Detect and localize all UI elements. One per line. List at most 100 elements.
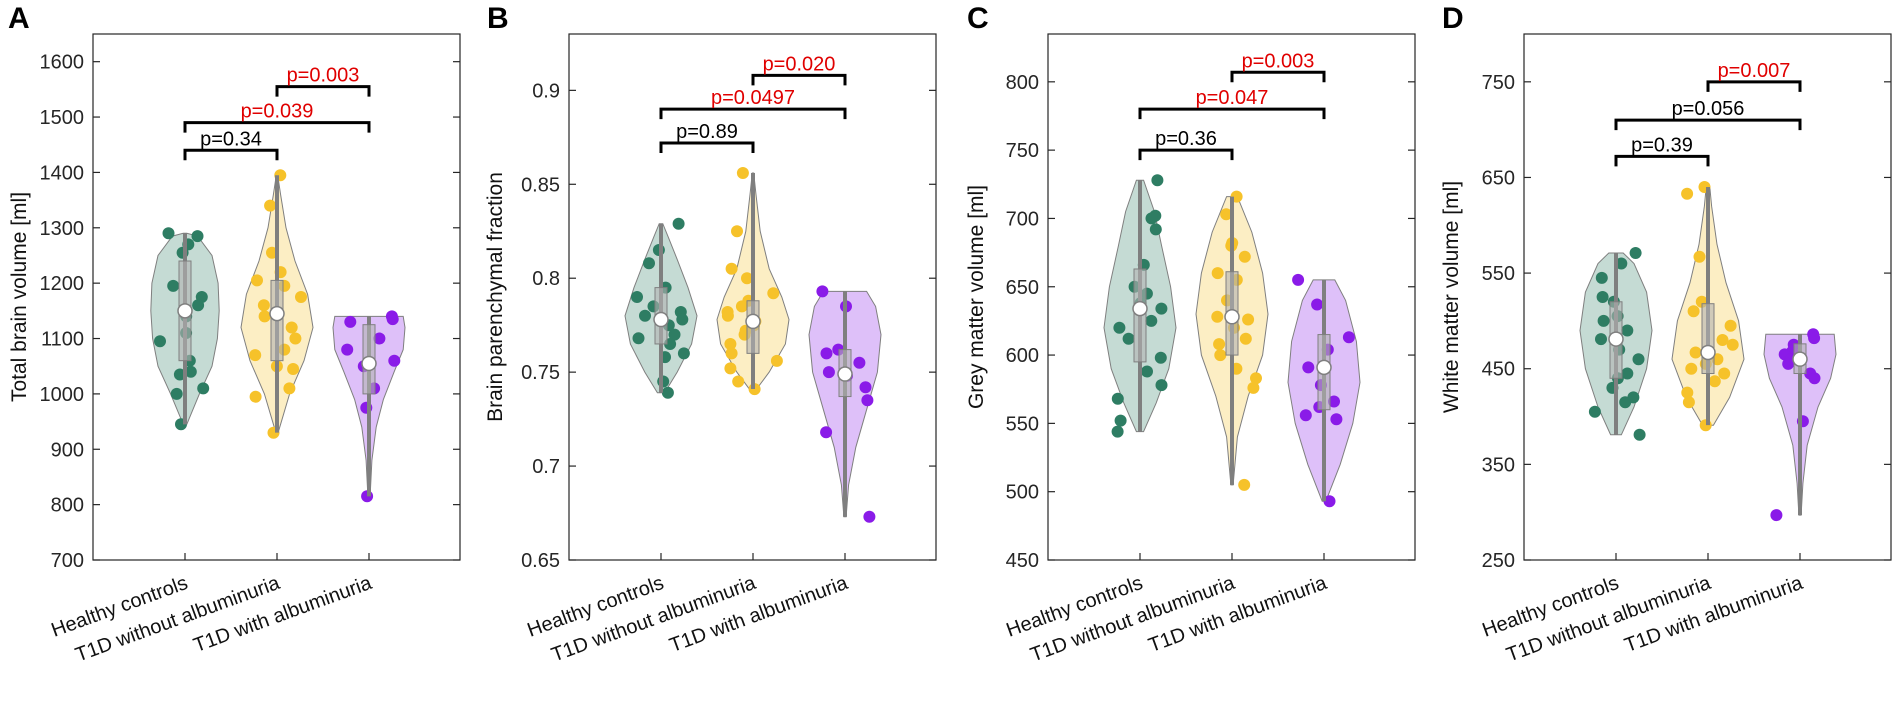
data-point xyxy=(1681,187,1694,200)
data-point xyxy=(1151,174,1164,187)
data-point xyxy=(1615,257,1628,270)
bracket-line xyxy=(1138,148,1234,161)
data-point xyxy=(191,230,204,243)
panel-a: A 700 800 900 1000 1100 1200 1300 1400 1500 1600 To… xyxy=(8,2,461,666)
median-marker xyxy=(177,303,193,319)
data-point xyxy=(1214,349,1227,362)
median-marker xyxy=(1224,309,1240,325)
comparison-bracket: p=0.039 xyxy=(183,101,371,133)
median-marker xyxy=(1316,359,1332,376)
bracket-line xyxy=(1706,80,1802,92)
data-point xyxy=(631,291,643,303)
y-tick-label: 450 xyxy=(1006,550,1039,572)
comparison-bracket: p=0.020 xyxy=(751,53,847,86)
comparison-bracket: p=0.003 xyxy=(1230,50,1326,83)
y-tick-label: 550 xyxy=(1006,413,1039,435)
comparison-bracket: p=0.056 xyxy=(1614,98,1802,131)
data-point xyxy=(388,354,401,367)
data-point xyxy=(639,309,651,322)
data-point xyxy=(251,274,263,287)
p-value-label: p=0.020 xyxy=(763,53,836,75)
y-tick-label: 650 xyxy=(1006,277,1039,299)
data-point xyxy=(289,332,302,345)
panel-letter: B xyxy=(487,2,509,35)
data-point xyxy=(1239,332,1252,345)
p-value-label: p=0.39 xyxy=(1631,134,1693,156)
data-point xyxy=(1619,396,1632,409)
data-point xyxy=(1311,298,1324,311)
panel-c: C 450 500 550 600 650 700 750 800 Grey matter vol… xyxy=(965,2,1416,666)
y-axis-label: Grey matter volume [ml] xyxy=(965,185,988,409)
data-point xyxy=(154,335,166,348)
panel-b: B 0.65 0.7 0.75 0.8 0.85 0.9 Brain parenchymal … xyxy=(484,2,937,666)
data-point xyxy=(816,285,829,298)
data-point xyxy=(1122,332,1135,345)
y-axis-label: Brain parenchymal fraction xyxy=(484,172,507,422)
data-point xyxy=(1211,310,1224,323)
data-point xyxy=(820,426,833,439)
bracket-line xyxy=(1230,70,1326,83)
data-point xyxy=(197,382,210,395)
y-tick-label: 0.9 xyxy=(532,80,560,102)
data-point xyxy=(1299,409,1312,422)
data-point xyxy=(184,365,197,378)
data-point xyxy=(341,343,354,356)
data-point xyxy=(1629,247,1642,259)
data-point xyxy=(1633,428,1646,441)
data-point xyxy=(295,291,307,303)
comparison-bracket: p=0.36 xyxy=(1138,128,1234,161)
data-point xyxy=(1155,302,1168,315)
data-point xyxy=(668,328,681,341)
y-tick-label: 350 xyxy=(1482,454,1515,476)
y-tick-label: 700 xyxy=(51,550,84,572)
bracket-line xyxy=(1614,154,1710,167)
data-point xyxy=(170,387,183,400)
data-point xyxy=(735,300,748,313)
bracket-line xyxy=(183,121,371,133)
data-point xyxy=(1716,334,1729,346)
p-value-label: p=0.0497 xyxy=(711,87,795,109)
bracket-line xyxy=(183,148,279,161)
data-point xyxy=(1238,250,1251,263)
y-tick-label: 800 xyxy=(1006,72,1039,94)
data-point xyxy=(861,394,874,407)
data-point xyxy=(1141,365,1153,378)
data-point xyxy=(672,217,685,230)
data-point xyxy=(1323,495,1336,508)
y-tick-label: 500 xyxy=(1006,482,1039,504)
data-point xyxy=(652,244,665,256)
y-tick-label: 550 xyxy=(1482,263,1515,285)
data-point xyxy=(1149,223,1162,236)
data-point xyxy=(1145,212,1158,225)
data-point xyxy=(283,382,296,395)
data-point xyxy=(676,313,689,326)
iqr-box xyxy=(1701,303,1715,375)
data-point xyxy=(1111,425,1124,438)
bracket-line xyxy=(1614,118,1802,131)
y-tick-label: 800 xyxy=(51,495,84,517)
data-point xyxy=(192,299,205,312)
data-point xyxy=(162,227,175,240)
y-tick-label: 1100 xyxy=(41,329,84,351)
data-point xyxy=(1247,381,1260,394)
data-point xyxy=(1689,346,1702,359)
data-point xyxy=(173,368,186,381)
data-point xyxy=(287,363,300,375)
data-point xyxy=(1770,509,1783,522)
median-marker xyxy=(653,311,669,328)
data-point xyxy=(1155,379,1168,392)
comparison-bracket: p=0.007 xyxy=(1706,60,1802,92)
median-marker xyxy=(1608,331,1624,347)
data-point xyxy=(1621,367,1634,380)
data-point xyxy=(1342,331,1355,344)
data-point xyxy=(725,262,738,275)
y-tick-label: 750 xyxy=(1482,72,1515,94)
data-point xyxy=(1213,338,1226,351)
data-point xyxy=(1685,362,1698,375)
y-tick-label: 900 xyxy=(51,439,84,461)
y-tick-label: 0.75 xyxy=(521,362,560,384)
data-point xyxy=(1693,250,1706,263)
data-point xyxy=(167,279,180,292)
data-point xyxy=(1114,414,1127,427)
